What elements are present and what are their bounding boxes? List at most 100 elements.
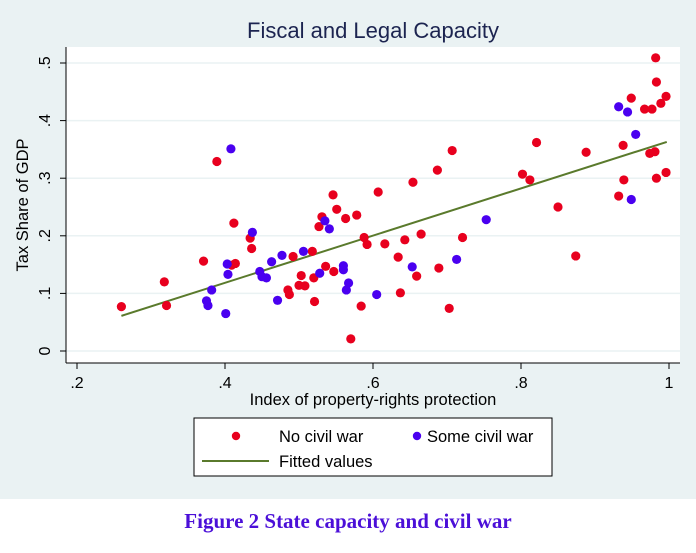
- point-no-civil-war: [288, 251, 298, 262]
- point-some-civil-war: [626, 194, 636, 205]
- y-tick-label: .2: [37, 229, 54, 242]
- legend-label-no-civil-war: No civil war: [279, 428, 364, 446]
- point-some-civil-war: [622, 107, 633, 117]
- point-some-civil-war: [452, 254, 462, 265]
- point-no-civil-war: [300, 281, 310, 291]
- point-no-civil-war: [284, 289, 294, 300]
- point-some-civil-war: [222, 259, 232, 269]
- point-no-civil-war: [651, 53, 661, 63]
- point-no-civil-war: [356, 301, 366, 311]
- y-tick-label: .1: [37, 287, 54, 300]
- y-tick-label: 0: [37, 346, 54, 355]
- point-no-civil-war: [647, 104, 657, 114]
- point-no-civil-war: [619, 175, 629, 185]
- point-some-civil-war: [298, 246, 309, 256]
- point-no-civil-war: [161, 300, 172, 311]
- point-no-civil-war: [656, 98, 666, 108]
- point-no-civil-war: [434, 263, 444, 273]
- point-no-civil-war: [651, 173, 662, 183]
- legend: No civil war Some civil war Fitted value…: [193, 417, 553, 477]
- point-no-civil-war: [116, 302, 126, 312]
- point-no-civil-war: [650, 147, 660, 157]
- legend-marker-some-civil-war: [412, 431, 422, 441]
- point-some-civil-war: [261, 273, 272, 283]
- point-some-civil-war: [203, 300, 213, 311]
- x-tick-label: .4: [218, 375, 231, 392]
- figure-caption: Figure 2 State capacity and civil war: [184, 509, 512, 533]
- point-no-civil-war: [247, 243, 257, 254]
- point-no-civil-war: [393, 252, 403, 262]
- point-some-civil-war: [614, 102, 624, 112]
- point-some-civil-war: [372, 289, 382, 300]
- point-some-civil-war: [267, 257, 277, 267]
- point-no-civil-war: [618, 140, 628, 150]
- y-tick-label: .4: [37, 114, 54, 127]
- legend-label-some-civil-war: Some civil war: [427, 428, 534, 446]
- point-no-civil-war: [651, 77, 662, 87]
- point-no-civil-war: [432, 165, 442, 175]
- x-axis-title: Index of property-rights protection: [250, 391, 497, 409]
- point-no-civil-war: [328, 190, 338, 200]
- point-some-civil-war: [272, 295, 283, 305]
- point-no-civil-war: [230, 258, 240, 269]
- point-no-civil-war: [400, 235, 410, 245]
- point-no-civil-war: [332, 204, 342, 214]
- point-some-civil-war: [221, 308, 231, 319]
- point-some-civil-war: [320, 216, 330, 226]
- plot-area: [66, 47, 680, 363]
- point-no-civil-war: [395, 288, 405, 298]
- x-tick-label: .8: [514, 375, 527, 392]
- point-no-civil-war: [198, 256, 209, 266]
- point-no-civil-war: [346, 334, 356, 344]
- point-no-civil-war: [517, 169, 528, 179]
- point-no-civil-war: [307, 246, 317, 256]
- point-no-civil-war: [639, 104, 650, 114]
- point-no-civil-war: [159, 277, 169, 287]
- point-some-civil-war: [481, 215, 491, 225]
- point-no-civil-war: [362, 239, 372, 250]
- point-no-civil-war: [321, 261, 331, 271]
- point-no-civil-war: [314, 221, 324, 232]
- y-ticks: 0 .1 .2 .3 .4 .5: [37, 56, 66, 355]
- point-some-civil-war: [343, 278, 354, 288]
- point-no-civil-war: [661, 167, 671, 178]
- legend-marker-no-civil-war: [231, 431, 241, 441]
- point-some-civil-war: [207, 285, 217, 295]
- point-no-civil-war: [309, 296, 320, 307]
- point-some-civil-war: [247, 227, 257, 237]
- point-some-civil-war: [226, 144, 236, 154]
- points-layer: [116, 53, 671, 344]
- point-some-civil-war: [631, 129, 641, 140]
- point-no-civil-war: [380, 239, 390, 249]
- point-no-civil-war: [229, 218, 239, 228]
- y-axis-title: Tax Share of GDP: [14, 139, 32, 272]
- point-no-civil-war: [408, 177, 418, 187]
- point-some-civil-war: [341, 285, 351, 295]
- point-no-civil-war: [457, 232, 468, 243]
- point-no-civil-war: [553, 202, 563, 212]
- point-no-civil-war: [416, 229, 426, 239]
- y-tick-label: .3: [37, 171, 54, 184]
- point-no-civil-war: [626, 93, 636, 103]
- y-tick-label: .5: [37, 56, 54, 69]
- point-no-civil-war: [444, 303, 454, 313]
- point-no-civil-war: [352, 210, 362, 220]
- point-some-civil-war: [315, 268, 325, 278]
- chart-title: Fiscal and Legal Capacity: [247, 18, 499, 43]
- x-tick-label: .2: [70, 375, 83, 392]
- point-some-civil-war: [324, 224, 334, 234]
- point-some-civil-war: [223, 269, 233, 279]
- x-ticks: .2 .4 .6 .8 1: [70, 363, 674, 392]
- point-no-civil-war: [614, 191, 624, 201]
- x-tick-label: .6: [366, 375, 379, 392]
- point-no-civil-war: [412, 271, 422, 281]
- point-no-civil-war: [525, 175, 535, 185]
- x-tick-label: 1: [665, 375, 674, 392]
- point-no-civil-war: [661, 91, 671, 102]
- point-no-civil-war: [571, 251, 581, 261]
- point-no-civil-war: [373, 187, 383, 197]
- point-no-civil-war: [447, 145, 457, 156]
- point-no-civil-war: [341, 213, 351, 224]
- legend-label-fitted-values: Fitted values: [279, 453, 373, 471]
- point-some-civil-war: [338, 265, 348, 275]
